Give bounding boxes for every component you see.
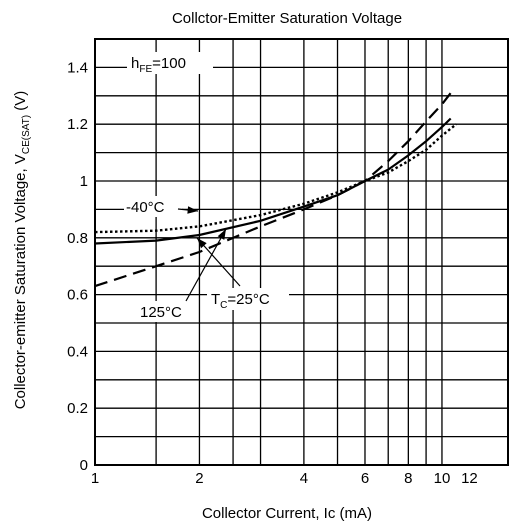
x-axis-label: Collector Current, Ic (mA) <box>202 505 372 522</box>
x-tick-label: 4 <box>300 470 308 487</box>
annotations: hFE=100 -40°C 125°C TC=25°C <box>124 52 289 322</box>
y-tick-label: 1.2 <box>67 116 88 133</box>
tc25-label-bg <box>207 288 289 310</box>
hfe-label-bg <box>127 52 213 74</box>
y-tick-label: 0.2 <box>67 400 88 417</box>
x-tick-label: 1 <box>91 470 99 487</box>
series-line-t125 <box>94 92 452 288</box>
y-axis-label-prefix: Collector-emitter Saturation Voltage, V <box>12 154 29 409</box>
tc25-arrow-head <box>197 238 207 249</box>
x-tick-label: 12 <box>461 470 478 487</box>
tm40-arrow-head <box>187 206 198 214</box>
chart-title: Collctor-Emitter Saturation Voltage <box>172 10 402 27</box>
x-tick-label: 8 <box>404 470 412 487</box>
125-label: 125°C <box>140 304 182 321</box>
125-arrow-head <box>217 229 226 240</box>
plot-frame <box>94 38 509 466</box>
y-tick-label: 0.4 <box>67 343 88 360</box>
y-axis-label: Collector-emitter Saturation Voltage, VC… <box>12 91 32 410</box>
series-group <box>94 92 458 288</box>
y-tick-label: 0.6 <box>67 287 88 304</box>
grid <box>94 38 509 466</box>
125-arrow <box>185 228 227 302</box>
y-tick-label: 1 <box>80 173 88 190</box>
y-tick-label: 0 <box>80 457 88 474</box>
hfe-label: hFE=100 <box>131 55 186 75</box>
y-tick-label: 0.8 <box>67 230 88 247</box>
x-tick-label: 2 <box>195 470 203 487</box>
x-tick-label: 10 <box>434 470 451 487</box>
series-line-t25 <box>94 117 452 245</box>
tm40-label-bg <box>124 196 182 217</box>
tc25-arrow <box>196 237 241 287</box>
ticks: 00.20.40.60.811.21.41 2 4 6 8 10 12 <box>67 59 478 487</box>
tc25-label: TC=25°C <box>211 291 270 311</box>
125-label-bg <box>138 301 196 322</box>
y-tick-label: 1.4 <box>67 59 88 76</box>
tm40-label: -40°C <box>126 199 165 216</box>
series-line-tm40 <box>94 123 458 234</box>
y-axis-label-sub: CE(SAT) <box>21 115 32 154</box>
y-axis-label-suffix: (V) <box>12 91 29 115</box>
x-tick-label: 6 <box>361 470 369 487</box>
